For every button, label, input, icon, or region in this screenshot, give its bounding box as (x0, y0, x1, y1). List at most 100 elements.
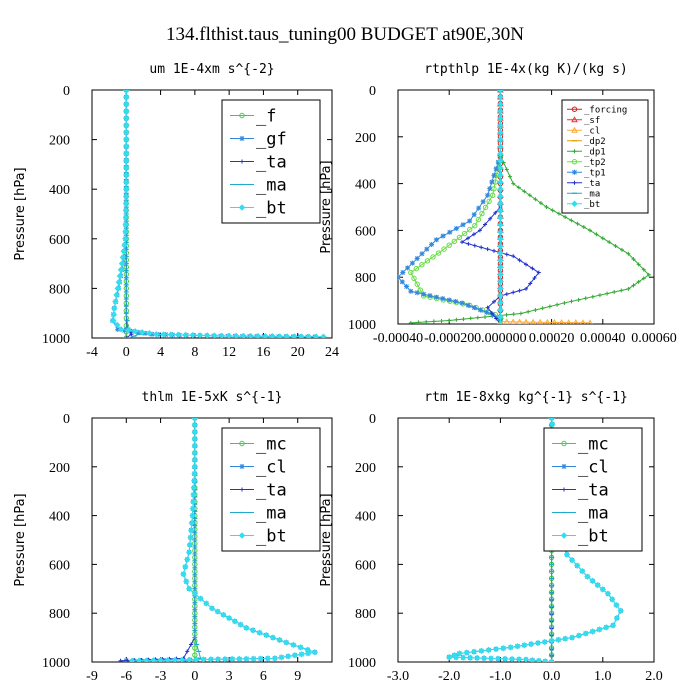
data-point (579, 567, 586, 575)
data-point (189, 512, 196, 519)
data-point (276, 333, 284, 338)
data-point (400, 270, 406, 276)
data-point (447, 318, 452, 323)
legend-marker (571, 200, 578, 207)
data-point (424, 258, 431, 264)
y-tick-label: 1000 (42, 332, 70, 347)
data-point (497, 264, 504, 271)
data-point (284, 653, 292, 660)
data-point (631, 257, 636, 262)
data-point (125, 658, 130, 662)
data-point (408, 320, 413, 324)
data-point (264, 655, 271, 662)
data-point (492, 248, 496, 253)
data-point (424, 319, 429, 324)
data-point (207, 656, 214, 662)
data-point (187, 534, 194, 541)
data-point (461, 230, 468, 237)
data-point (589, 577, 596, 585)
data-point (603, 624, 610, 631)
legend-label: _dp1 (584, 147, 606, 157)
y-tick-label: 600 (355, 224, 376, 239)
data-point (589, 628, 596, 635)
data-point (123, 178, 130, 186)
data-point (521, 641, 528, 649)
legend-label: _bt (584, 200, 600, 210)
data-point (581, 225, 586, 230)
data-point (191, 449, 199, 457)
data-point (112, 298, 119, 305)
data-point (191, 442, 199, 450)
data-point (486, 198, 492, 205)
data-point (446, 242, 452, 248)
data-point (548, 418, 555, 422)
data-point (124, 336, 129, 338)
data-point (123, 129, 130, 136)
data-point (497, 164, 504, 172)
data-point (182, 331, 189, 338)
data-point (490, 192, 496, 199)
data-point (471, 212, 477, 218)
legend-marker (571, 126, 578, 133)
data-point (115, 326, 121, 332)
data-point (247, 332, 255, 338)
data-point (122, 193, 130, 200)
data-point (250, 655, 257, 662)
data-point (190, 477, 198, 484)
data-point (533, 307, 538, 312)
data-point (500, 645, 507, 652)
y-tick-label: 0 (369, 412, 376, 427)
data-point (122, 207, 130, 214)
data-point (119, 254, 127, 261)
data-point (123, 157, 130, 165)
data-point (497, 285, 504, 292)
y-tick-label: 0 (369, 84, 376, 99)
x-tick-label: 0 (123, 345, 130, 360)
data-point (454, 317, 459, 322)
x-tick-label: -4 (86, 345, 98, 360)
data-point (427, 293, 433, 299)
data-point (596, 626, 603, 633)
data-point (405, 265, 411, 271)
data-point (497, 221, 504, 228)
y-tick-label: 800 (355, 607, 376, 622)
data-point (497, 122, 504, 129)
data-point (584, 573, 591, 580)
legend-marker (238, 532, 246, 539)
legend-label: _tp1 (584, 168, 606, 178)
data-point (492, 299, 496, 304)
data-point (497, 278, 504, 285)
data-point (459, 300, 465, 306)
data-point (190, 484, 198, 491)
data-point (143, 657, 150, 662)
data-point (522, 656, 530, 662)
series-group (110, 90, 327, 338)
data-point (146, 330, 153, 337)
x-tick-label: 0.000000 (474, 331, 527, 346)
data-point (460, 240, 464, 245)
data-point (489, 311, 494, 316)
y-tick-label: 0 (63, 84, 70, 99)
data-point (511, 312, 516, 317)
data-point (562, 300, 567, 305)
data-point (613, 244, 618, 248)
data-point (575, 221, 580, 226)
data-point (446, 297, 452, 303)
panel-title: thlm 1E-5xK s^{-1} (142, 390, 283, 405)
x-tick-label: -0.00040 (373, 331, 423, 346)
legend-label: _ta (584, 179, 600, 189)
data-point (211, 332, 218, 338)
data-point (524, 262, 528, 267)
data-point (291, 333, 298, 338)
data-point (508, 174, 512, 179)
data-point (421, 291, 427, 297)
data-point (587, 319, 593, 324)
data-point (527, 193, 532, 198)
y-tick-label: 600 (355, 558, 376, 573)
data-point (497, 186, 504, 193)
y-tick-label: 400 (49, 183, 70, 198)
data-point (487, 186, 493, 192)
data-point (555, 302, 560, 307)
data-point (174, 331, 182, 338)
